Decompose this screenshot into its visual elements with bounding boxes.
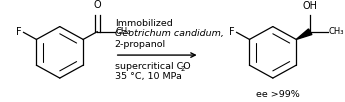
Text: 2: 2: [180, 66, 185, 72]
Text: Immobilized: Immobilized: [115, 19, 172, 28]
Text: 2-propanol: 2-propanol: [115, 40, 166, 49]
Text: CH₃: CH₃: [116, 27, 131, 36]
Text: supercritical CO: supercritical CO: [115, 62, 190, 71]
Text: F: F: [229, 27, 235, 37]
Text: CH₃: CH₃: [329, 27, 344, 36]
Text: O: O: [93, 0, 101, 10]
Text: OH: OH: [303, 1, 318, 11]
Text: Geotrichum candidum,: Geotrichum candidum,: [115, 29, 224, 38]
Text: ee >99%: ee >99%: [256, 90, 299, 99]
Text: F: F: [16, 27, 22, 37]
Polygon shape: [296, 29, 312, 39]
Text: 35 °C, 10 MPa: 35 °C, 10 MPa: [115, 72, 181, 81]
